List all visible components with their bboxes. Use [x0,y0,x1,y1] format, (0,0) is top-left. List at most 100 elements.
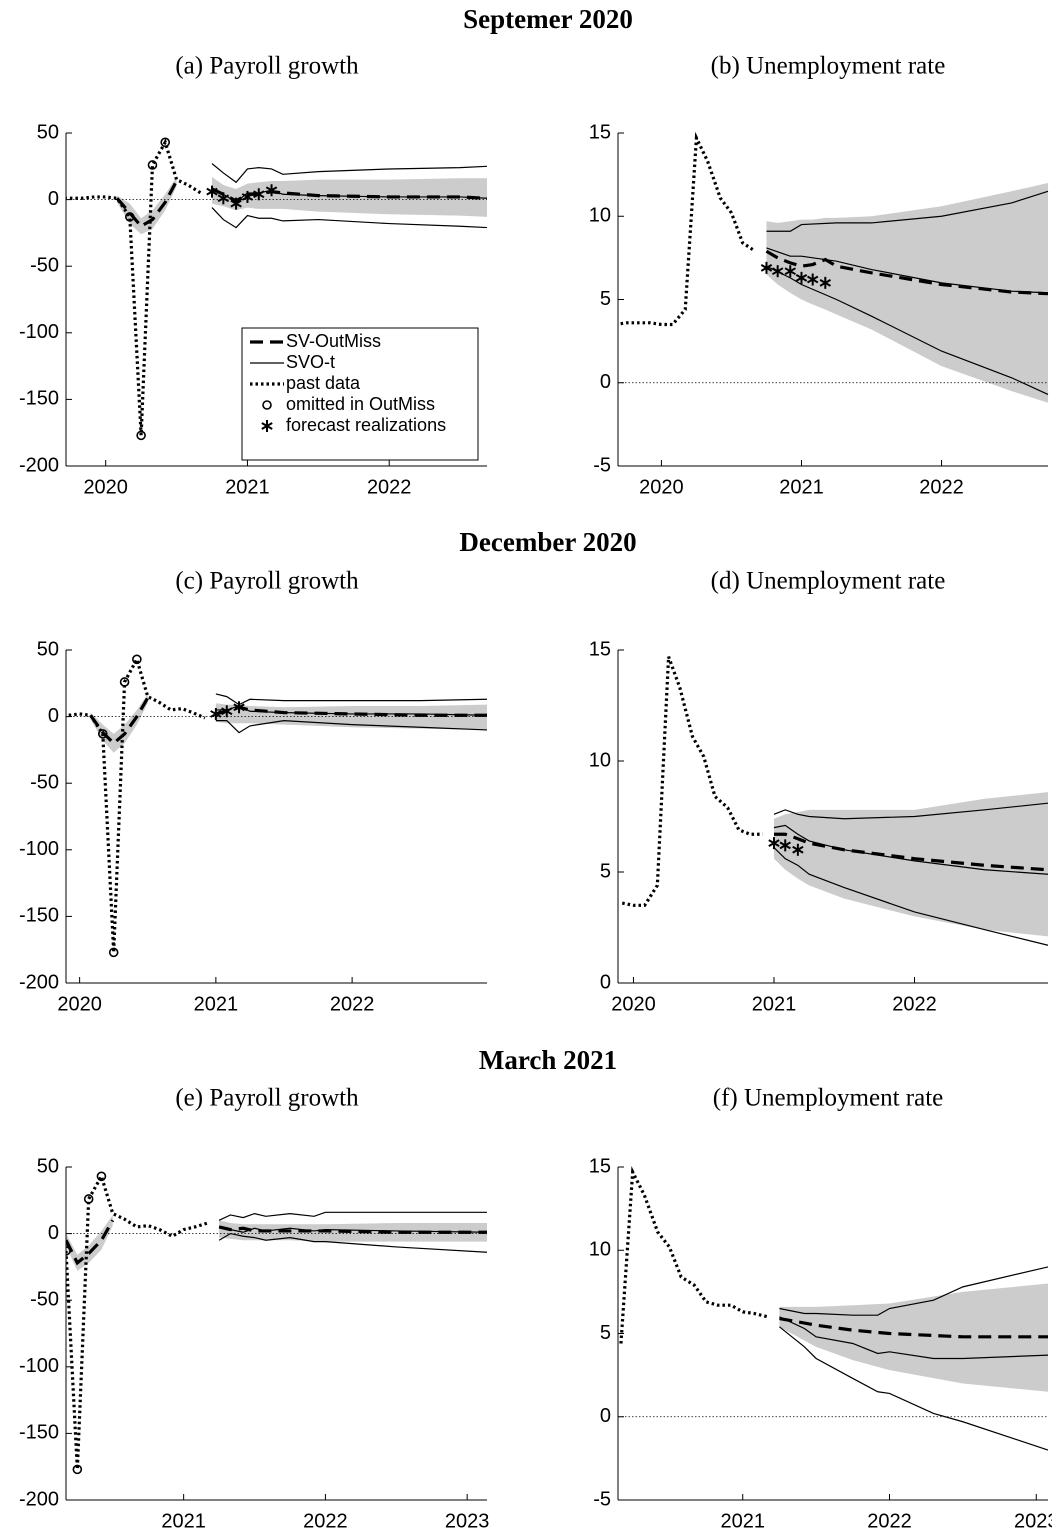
legend-box [241,327,479,461]
line-solid [218,1226,488,1233]
panel: (a) Payroll growth 50 0 -50 -100 -150 -200 2020… [19,53,488,498]
panel: (f) Unemployment rate 15 10 5 0 -5 2021 2022 202… [589,1085,1052,1533]
y-tick-label: 50 [37,638,59,660]
realization-point [806,273,819,286]
x-tick-label: 2020 [639,476,684,498]
omitted-point [108,947,119,958]
x-tick-label: 2023 [445,1510,490,1532]
omitted-point [72,1464,83,1475]
band [773,792,1048,937]
section-title: March 2021 [479,1045,617,1075]
omitted-point [66,1246,71,1256]
line-dashed [779,1316,1048,1339]
line-dotted [621,656,763,907]
band [219,1220,487,1242]
legend-swatch [262,400,272,410]
panel-title: (f) Unemployment rate [713,1085,943,1112]
section-title: December 2020 [459,527,636,557]
y-tick-label: -200 [19,1488,59,1510]
x-tick-label: 2021 [194,993,239,1015]
band-line [211,163,488,184]
band-line [779,1266,1049,1316]
y-tick-label: 5 [600,1322,611,1344]
panel-title: (c) Payroll growth [175,568,359,595]
realization-point [792,843,804,856]
omitted-point [119,677,130,687]
plot-area [621,656,1049,946]
realization-point [819,276,831,289]
x-tick-label: 2022 [919,476,964,498]
realization-point [210,707,222,720]
legend-swatch [261,420,273,432]
band [215,703,487,730]
y-tick-label: -5 [593,1488,611,1510]
legend-label: SV-OutMiss [286,331,381,351]
y-tick-label: -50 [30,771,59,793]
line-dashed [215,705,487,717]
omitted-point [136,430,146,441]
x-tick-label: 2021 [779,476,824,498]
x-tick-label: 2022 [367,476,412,498]
y-tick-label: 0 [48,705,59,727]
y-tick-label: 15 [589,638,611,660]
y-tick-label: -150 [19,905,59,927]
y-tick-label: 50 [37,1155,59,1177]
y-tick-label: -150 [19,388,59,410]
band-line [766,190,1049,232]
panel-title: (b) Unemployment rate [711,53,946,80]
legend-label: past data [286,373,361,393]
plot-area [618,131,1049,403]
band-line [773,847,1049,946]
panel-title: (a) Payroll growth [175,53,359,80]
plot-area [66,137,488,441]
x-tick-label: 2022 [330,993,375,1015]
line-dashed [218,1225,487,1234]
x-tick-label: 2020 [83,476,128,498]
band [779,1283,1048,1392]
y-tick-label: 0 [48,188,59,210]
realization-point [217,192,230,205]
line-dashed [89,697,150,746]
realization-point [760,261,773,274]
legend-label: forecast realizations [286,415,446,435]
plot-area [618,1166,1049,1451]
band [766,182,1048,403]
y-tick-label: 5 [600,860,611,882]
y-tick-label: 0 [600,1405,611,1427]
y-tick-label: 0 [600,371,611,393]
band-line [218,1211,487,1221]
x-tick-label: 2021 [161,1510,206,1532]
y-tick-label: 5 [600,288,611,310]
plot-area [66,1171,488,1475]
realization-point [768,837,780,850]
line-dotted [619,1166,769,1344]
line-dotted [66,138,202,436]
realization-point [253,188,265,201]
x-tick-label: 2021 [225,476,270,498]
x-tick-label: 2021 [752,993,797,1015]
y-tick-label: -200 [19,454,59,476]
line-solid [766,247,1049,294]
omitted-point [97,729,108,739]
band [90,693,148,753]
omitted-point [96,1171,107,1182]
y-tick-label: -5 [593,454,611,476]
y-tick-label: 15 [589,1155,611,1177]
line-dotted [66,1172,209,1470]
x-tick-label: 2023 [1014,1510,1052,1532]
panel-title: (e) Payroll growth [175,1085,359,1112]
realization-point [779,839,791,852]
y-tick-label: 10 [589,205,611,227]
realization-point [230,197,242,210]
band-line [773,802,1049,820]
y-tick-label: -50 [30,254,59,276]
line-dashed [115,180,178,229]
band [66,1214,113,1271]
band-line [218,1232,488,1253]
band-line [779,1326,1049,1451]
realization-point [771,265,784,278]
y-tick-label: 10 [589,1239,611,1261]
line-dashed [66,1219,115,1266]
